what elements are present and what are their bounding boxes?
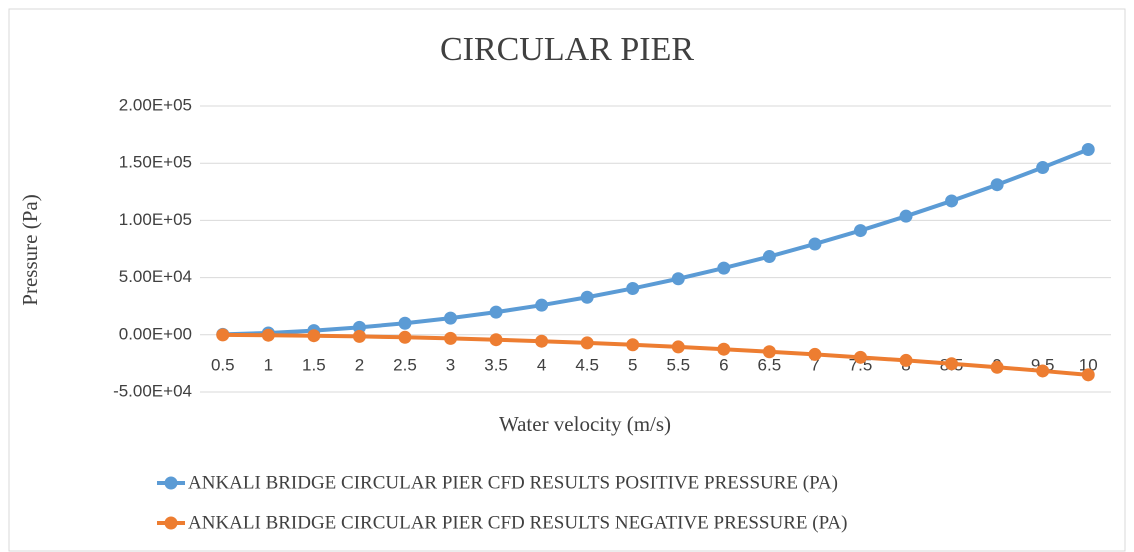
data-point [216,328,230,342]
legend-label: ANKALI BRIDGE CIRCULAR PIER CFD RESULTS … [188,472,838,493]
data-point [307,329,321,343]
series-line [222,332,1089,377]
y-tick-label: 5.00E+04 [119,267,192,286]
data-point [853,224,867,238]
x-tick-label: 6 [719,355,728,374]
x-tick-label: 2 [355,355,364,374]
x-tick-label: 1 [264,355,273,374]
data-point [535,298,549,312]
data-point [626,338,640,352]
x-tick-label: 7.5 [849,355,873,374]
data-point [352,329,366,343]
data-point [352,320,366,334]
data-point [808,347,822,361]
data-point [261,328,275,342]
data-point [671,340,685,354]
x-axis-title: Water velocity (m/s) [499,412,671,436]
data-point [945,194,959,208]
data-point [853,350,867,364]
y-axis-title: Pressure (Pa) [18,194,42,305]
chart-border [8,8,1126,552]
series-line [222,147,1089,337]
chart-title: CIRCULAR PIER [440,31,694,68]
data-point [626,281,640,295]
data-point [899,209,913,223]
y-tick-label: -5.00E+04 [113,381,192,400]
data-point [945,357,959,371]
data-point [580,290,594,304]
data-point [489,305,503,319]
data-point [489,333,503,347]
data-point [717,261,731,275]
x-tick-label: 3 [446,355,455,374]
x-tick-label: 4 [537,355,546,374]
data-point [899,353,913,367]
data-point [1036,161,1050,175]
data-point [762,250,776,264]
data-point [580,336,594,350]
data-point [444,311,458,325]
legend-label: ANKALI BRIDGE CIRCULAR PIER CFD RESULTS … [188,512,847,533]
data-point [808,237,822,251]
data-point [1081,142,1095,156]
x-tick-label: 4.5 [575,355,599,374]
data-point [717,342,731,356]
legend-marker [164,476,178,490]
y-tick-label: 1.50E+05 [119,153,192,172]
data-point [1081,368,1095,382]
x-tick-label: 2.5 [393,355,417,374]
data-point [444,331,458,345]
x-tick-label: 5.5 [666,355,690,374]
data-point [762,345,776,359]
x-tick-label: 6.5 [758,355,782,374]
x-tick-label: 3.5 [484,355,508,374]
data-point [398,330,412,344]
x-tick-label: 1.5 [302,355,326,374]
data-point [398,316,412,330]
data-point [1036,364,1050,378]
y-tick-label: 2.00E+05 [119,95,192,114]
data-point [990,360,1004,374]
legend-marker [164,516,178,530]
data-point [990,178,1004,192]
y-tick-label: 0.00E+00 [119,324,192,343]
y-tick-label: 1.00E+05 [119,210,192,229]
x-tick-label: 7 [810,355,819,374]
data-point [671,272,685,286]
x-tick-label: 0.5 [211,355,235,374]
x-tick-label: 5 [628,355,637,374]
data-point [535,334,549,348]
x-tick-label: 10 [1079,355,1098,374]
